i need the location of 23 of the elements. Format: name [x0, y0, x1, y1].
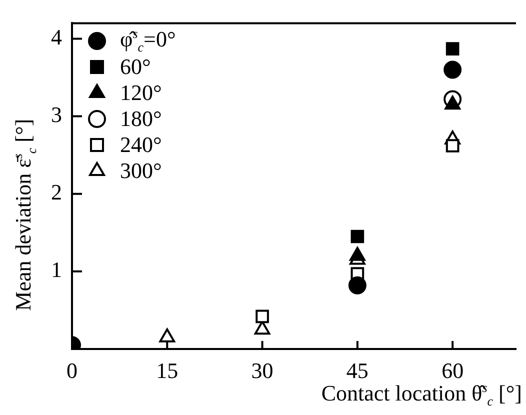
x-tick-label: 15: [156, 358, 178, 383]
point: [444, 60, 462, 79]
point: [446, 42, 460, 56]
x-tick-label: 0: [66, 358, 78, 383]
x-tick-label: 30: [251, 358, 274, 383]
x-tick-label: 45: [346, 358, 368, 383]
x-axis-title: Contact location θ̂$^{s}$$_{c}$ [°]: [321, 380, 522, 410]
y-tick-label: 2: [51, 180, 62, 205]
legend-label: 240°: [120, 132, 162, 158]
y-tick-label: 3: [51, 102, 62, 128]
point: [446, 139, 460, 152]
point: [159, 328, 176, 342]
legend-label: φ̂$^{s}$$_{c}$=0°: [120, 26, 176, 56]
y-tick-label: 1: [51, 257, 62, 282]
point: [348, 276, 366, 294]
x-tick-label: 60: [442, 358, 464, 383]
point: [350, 230, 364, 244]
legend-label: 60°: [120, 54, 151, 80]
legend-label: 300°: [120, 158, 162, 184]
legend-label: 120°: [120, 80, 162, 106]
point: [350, 246, 366, 261]
y-tick-label: 4: [51, 24, 62, 50]
legend-label: 180°: [120, 106, 162, 132]
